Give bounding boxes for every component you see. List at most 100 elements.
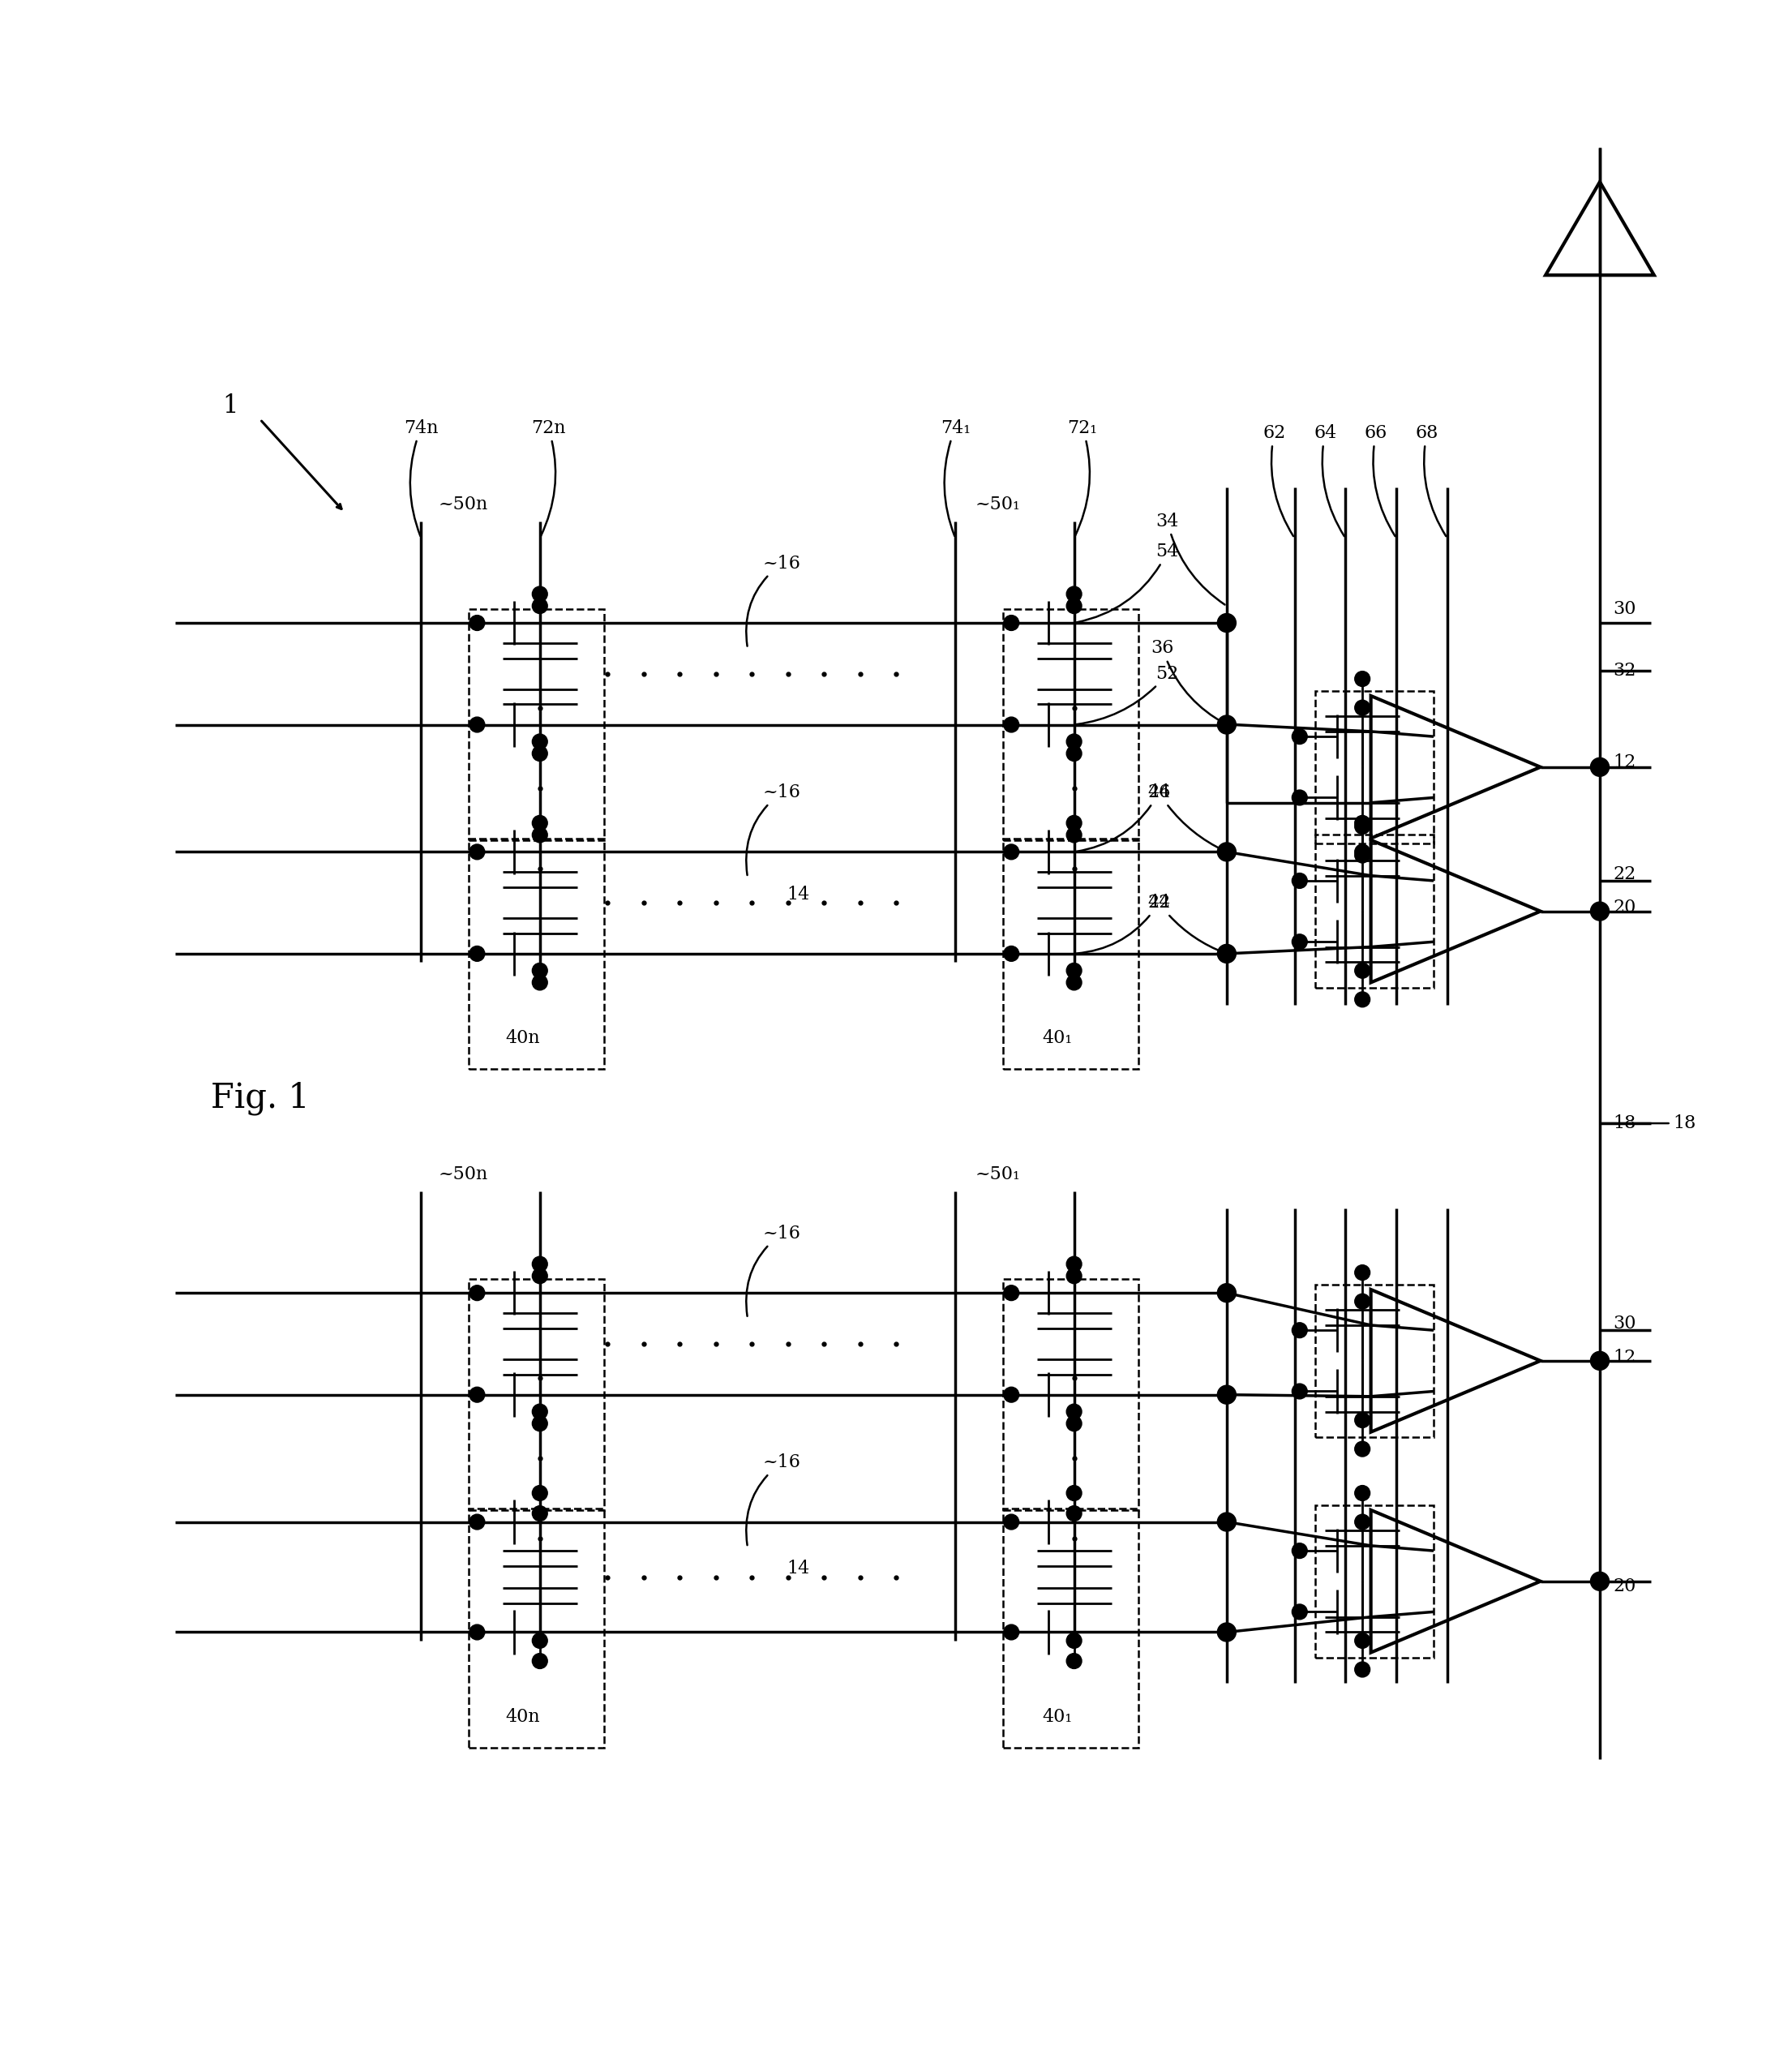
Circle shape [1355,1485,1371,1502]
Circle shape [532,1634,548,1648]
Circle shape [1591,1351,1609,1370]
Text: ~50n: ~50n [439,1166,489,1182]
Circle shape [1217,1512,1236,1531]
Circle shape [532,597,548,614]
Circle shape [470,845,484,859]
Circle shape [1292,933,1308,950]
Text: 40n: 40n [505,1030,539,1046]
Bar [1004,610,1138,840]
Circle shape [1355,1634,1371,1648]
Text: ~16: ~16 [745,1454,801,1545]
Circle shape [1066,746,1082,760]
Bar [1004,838,1138,1069]
Circle shape [1355,1662,1371,1677]
Circle shape [1066,974,1082,991]
Circle shape [1066,1634,1082,1648]
Text: 62: 62 [1263,424,1294,536]
Text: 18: 18 [1602,1114,1695,1133]
Circle shape [1355,1442,1371,1456]
Text: ~16: ~16 [745,554,801,647]
Text: ~50n: ~50n [439,494,489,513]
Circle shape [470,616,484,630]
Bar [1004,1279,1138,1510]
Text: 20: 20 [1613,898,1636,917]
Circle shape [1066,1506,1082,1520]
Circle shape [470,1285,484,1300]
Text: 26: 26 [1147,783,1224,851]
Circle shape [1066,1415,1082,1432]
Circle shape [1066,1405,1082,1419]
Circle shape [1004,946,1020,962]
Bar [470,838,604,1069]
Circle shape [532,1485,548,1502]
Text: 14: 14 [787,886,810,902]
Text: 20: 20 [1613,1578,1636,1594]
Text: 74₁: 74₁ [941,418,971,536]
Circle shape [532,587,548,602]
Text: ~16: ~16 [745,783,801,876]
Circle shape [1355,672,1371,686]
Text: 66: 66 [1364,424,1396,536]
Circle shape [532,746,548,760]
Circle shape [1004,616,1020,630]
Text: 72n: 72n [530,418,566,536]
Circle shape [470,1514,484,1531]
Text: 18: 18 [1613,1114,1636,1133]
Text: 32: 32 [1613,661,1636,680]
Circle shape [1292,1323,1308,1337]
Text: Fig. 1: Fig. 1 [211,1082,310,1114]
Circle shape [532,1257,548,1271]
Text: ~50₁: ~50₁ [975,494,1020,513]
Circle shape [532,1415,548,1432]
Text: ~50₁: ~50₁ [975,1166,1020,1182]
Circle shape [1004,1386,1020,1403]
Circle shape [1217,843,1236,861]
Bar [1004,1508,1138,1747]
Text: 40₁: 40₁ [1041,1030,1072,1046]
Bar [1315,834,1434,987]
Text: 68: 68 [1416,424,1446,536]
Text: ~16: ~16 [745,1224,801,1316]
Text: 36: 36 [1150,639,1224,723]
Circle shape [1355,1413,1371,1428]
Text: 22: 22 [1613,865,1636,884]
Bar [470,1508,604,1747]
Circle shape [1355,1265,1371,1279]
Text: 24: 24 [1147,894,1224,954]
Circle shape [1355,991,1371,1007]
Text: 34: 34 [1156,513,1226,606]
Circle shape [470,1625,484,1640]
Circle shape [1066,1269,1082,1283]
Text: 30: 30 [1613,1314,1636,1333]
Circle shape [1355,816,1371,830]
Circle shape [1004,1285,1020,1300]
Circle shape [1355,818,1371,834]
Circle shape [1292,873,1308,888]
Text: 40₁: 40₁ [1041,1708,1072,1726]
Circle shape [1591,902,1609,921]
Text: 12: 12 [1613,1349,1636,1366]
Circle shape [532,1269,548,1283]
Circle shape [1066,828,1082,843]
Circle shape [1355,700,1371,715]
Circle shape [1355,1294,1371,1308]
Circle shape [1004,1514,1020,1531]
Circle shape [1066,1485,1082,1502]
Circle shape [1217,1283,1236,1302]
Circle shape [532,962,548,978]
Circle shape [1355,845,1371,859]
Circle shape [1591,1572,1609,1590]
Text: 74n: 74n [403,418,439,536]
Circle shape [1066,1257,1082,1271]
Circle shape [532,974,548,991]
Bar [1315,690,1434,843]
Text: 54: 54 [1077,542,1179,622]
Circle shape [470,717,484,731]
Circle shape [1217,1386,1236,1405]
Circle shape [532,733,548,750]
Text: 42: 42 [1077,894,1170,954]
Circle shape [1292,1543,1308,1559]
Bar [470,610,604,840]
Bar [1315,1285,1434,1438]
Circle shape [1217,1623,1236,1642]
